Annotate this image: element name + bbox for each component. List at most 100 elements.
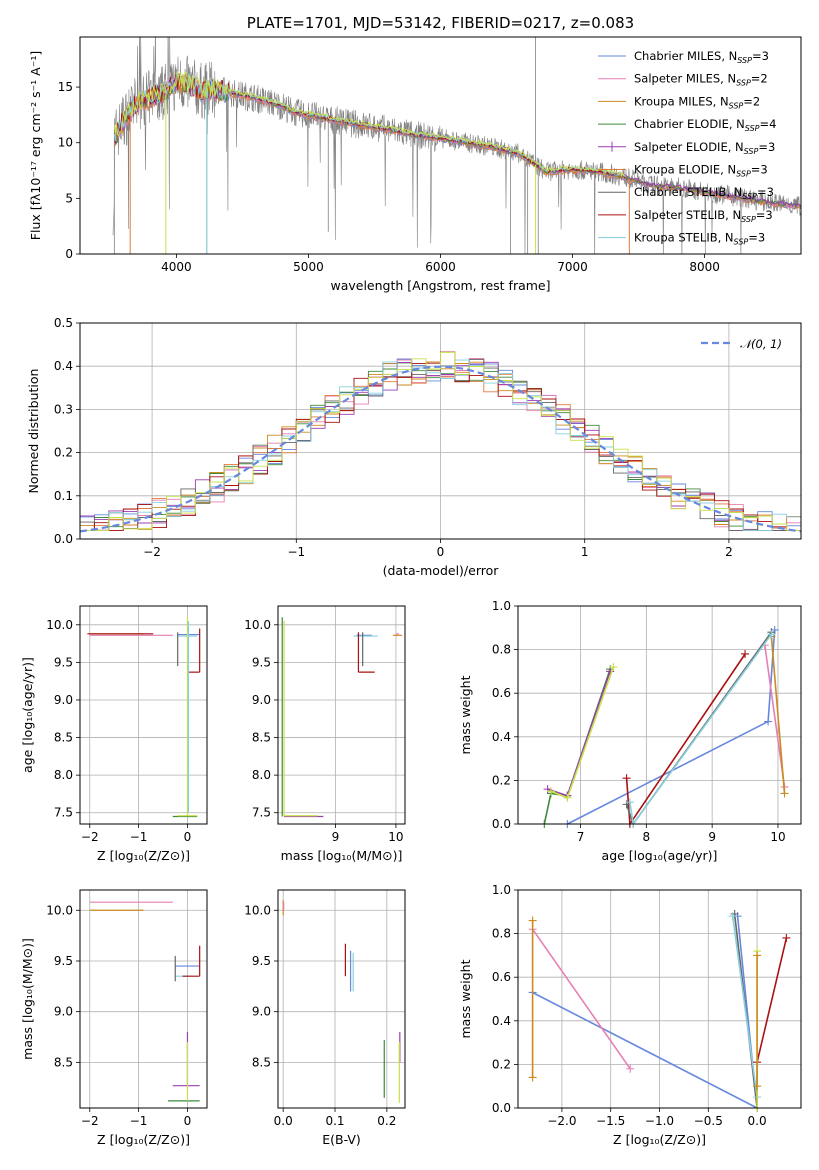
spectrum-lines (112, 37, 801, 254)
point-marker (563, 793, 572, 802)
point-marker (546, 787, 555, 796)
legend-label: Salpeter MILES, NSSP=2 (634, 72, 768, 88)
point-marker (764, 717, 773, 726)
y-tick-label: 9.0 (252, 1005, 271, 1019)
legend-entry: Salpeter STELIB, NSSP=3 (598, 208, 773, 224)
y-tick-label: 9.5 (54, 954, 73, 968)
legend-label: Chabrier ELODIE, NSSP=4 (634, 117, 776, 133)
histogram-lines (80, 351, 801, 533)
y-tick-label: 10.0 (244, 903, 271, 917)
x-tick-label: 10 (770, 830, 785, 844)
axes-frame (79, 322, 802, 540)
point-marker (622, 774, 631, 783)
y-tick-label: 0.2 (492, 1057, 511, 1071)
x-tick-label: −1.5 (596, 1114, 625, 1128)
mass-weight-series (567, 629, 776, 825)
x-tick-label: 7000 (557, 260, 588, 274)
point-marker (609, 663, 618, 672)
legend-entry: Chabrier ELODIE, NSSP=4 (598, 117, 776, 133)
y-tick-label: 9.0 (252, 693, 271, 707)
mass-vs-Z-panel: −2 −1 0 8.5 9.0 9.5 10.0 Z [log₁₀(Z/Z⊙)] mass [l… (20, 889, 208, 1147)
x-tick-label: 8 (643, 830, 651, 844)
x-tick-label: 0 (437, 545, 445, 559)
histogram-series (80, 351, 801, 531)
y-axis-label: mass weight (458, 675, 473, 754)
normal-curve (80, 365, 801, 533)
legend-entry: Salpeter ELODIE, NSSP=3 (598, 140, 775, 156)
y-tick-label: 0.5 (54, 316, 73, 330)
legend-entry: Kroupa MILES, NSSP=2 (598, 94, 760, 110)
y-tick-label: 7.5 (54, 806, 73, 820)
y-tick-label: 0.0 (492, 1101, 511, 1115)
point-marker (767, 630, 776, 639)
y-tick-label: 0.6 (492, 686, 511, 700)
x-tick-label: 10 (388, 830, 403, 844)
y-tick-label: 1.0 (492, 599, 511, 613)
point-marker (780, 789, 789, 798)
age-vs-Z-panel: −2 −1 0 7.5 8.0 8.5 9.0 9.5 10.0 Z [log₁₀(Z/Z⊙)] a… (20, 605, 208, 863)
y-tick-label: 8.0 (54, 768, 73, 782)
y-tick-label: 1.0 (492, 883, 511, 897)
legend-entry: Chabrier MILES, NSSP=3 (598, 49, 769, 65)
x-tick-label: 2 (725, 545, 733, 559)
y-tick-label: 0.4 (492, 1014, 511, 1028)
x-tick-label: −2 (143, 545, 161, 559)
x-tick-label: 0 (184, 830, 192, 844)
x-tick-label: −1 (130, 1114, 148, 1128)
x-tick-label: 0.1 (325, 1114, 344, 1128)
y-tick-label: 0.8 (492, 927, 511, 941)
y-tick-label: 8.5 (252, 731, 271, 745)
mass-weight-series (625, 631, 773, 826)
x-tick-label: 9 (332, 830, 340, 844)
y-tick-label: 9.0 (54, 693, 73, 707)
legend-label: Salpeter STELIB, NSSP=3 (634, 208, 773, 224)
legend-entry: Salpeter MILES, NSSP=2 (598, 72, 768, 88)
y-tick-label: 8.5 (252, 1055, 271, 1069)
spectrum-panel: 4000 5000 6000 7000 8000 0 5 10 15 wavelength [An… (28, 14, 802, 293)
y-axis-label: mass weight (458, 959, 473, 1038)
residuals-panel: −2 −1 0 1 2 0.0 0.1 0.2 0.3 0.4 0.5 (data-model)/er… (26, 316, 802, 578)
x-tick-label: −1.0 (645, 1114, 674, 1128)
point-marker (753, 951, 762, 960)
point-marker (528, 916, 537, 925)
y-tick-label: 9.0 (54, 1005, 73, 1019)
legend-entry: Kroupa STELIB, NSSP=3 (598, 231, 765, 247)
x-axis-label: age [log₁₀(age/yr)] (602, 848, 718, 863)
mass-vs-EBV-panel: 0.0 0.1 0.2 8.5 9.0 9.5 10.0 E(B-V) (244, 889, 406, 1147)
point-marker (625, 798, 634, 807)
mass-weight-series (625, 653, 746, 827)
y-tick-label: 10 (58, 136, 73, 150)
y-axis-label: mass [log₁₀(M/M⊙)] (20, 938, 35, 1060)
point-marker (728, 912, 737, 921)
mass-weight-series (547, 671, 611, 797)
y-tick-label: 0 (65, 247, 73, 261)
x-tick-label: −2 (81, 830, 99, 844)
y-tick-label: 0.8 (492, 643, 511, 657)
x-tick-label: −1 (287, 545, 305, 559)
age-vs-mass-panel: 9 10 7.5 8.0 8.5 9.0 9.5 10.0 mass [log₁₀(M/M⊙)] (244, 605, 406, 863)
x-tick-label: −1 (130, 830, 148, 844)
y-tick-label: 9.5 (252, 655, 271, 669)
legend-label: Kroupa STELIB, NSSP=3 (634, 231, 765, 247)
x-axis-label: wavelength [Angstrom, rest frame] (330, 278, 550, 293)
x-tick-label: 0.2 (377, 1114, 396, 1128)
x-tick-label: 9 (708, 830, 716, 844)
x-tick-label: 6000 (425, 260, 456, 274)
y-axis-label: age [log₁₀(age/yr)] (20, 657, 35, 773)
x-tick-label: 7 (577, 830, 585, 844)
legend-label: Kroupa MILES, NSSP=2 (634, 94, 760, 110)
y-tick-label: 8.5 (54, 731, 73, 745)
legend-label: 𝒩(0, 1) (740, 337, 782, 351)
legend: Chabrier MILES, NSSP=3 Salpeter MILES, NS… (598, 49, 776, 247)
axes-frame (277, 605, 406, 825)
axes-frame (517, 889, 802, 1109)
legend-entry: Kroupa ELODIE, NSSP=3 (598, 163, 768, 179)
x-tick-label: −2.0 (547, 1114, 576, 1128)
legend-label: Chabrier STELIB, NSSP=3 (634, 185, 774, 201)
x-tick-label: 0 (184, 1114, 192, 1128)
mass-weight-series (770, 636, 786, 794)
point-marker (626, 1064, 635, 1073)
y-tick-label: 9.5 (54, 655, 73, 669)
y-tick-label: 0.0 (54, 532, 73, 546)
